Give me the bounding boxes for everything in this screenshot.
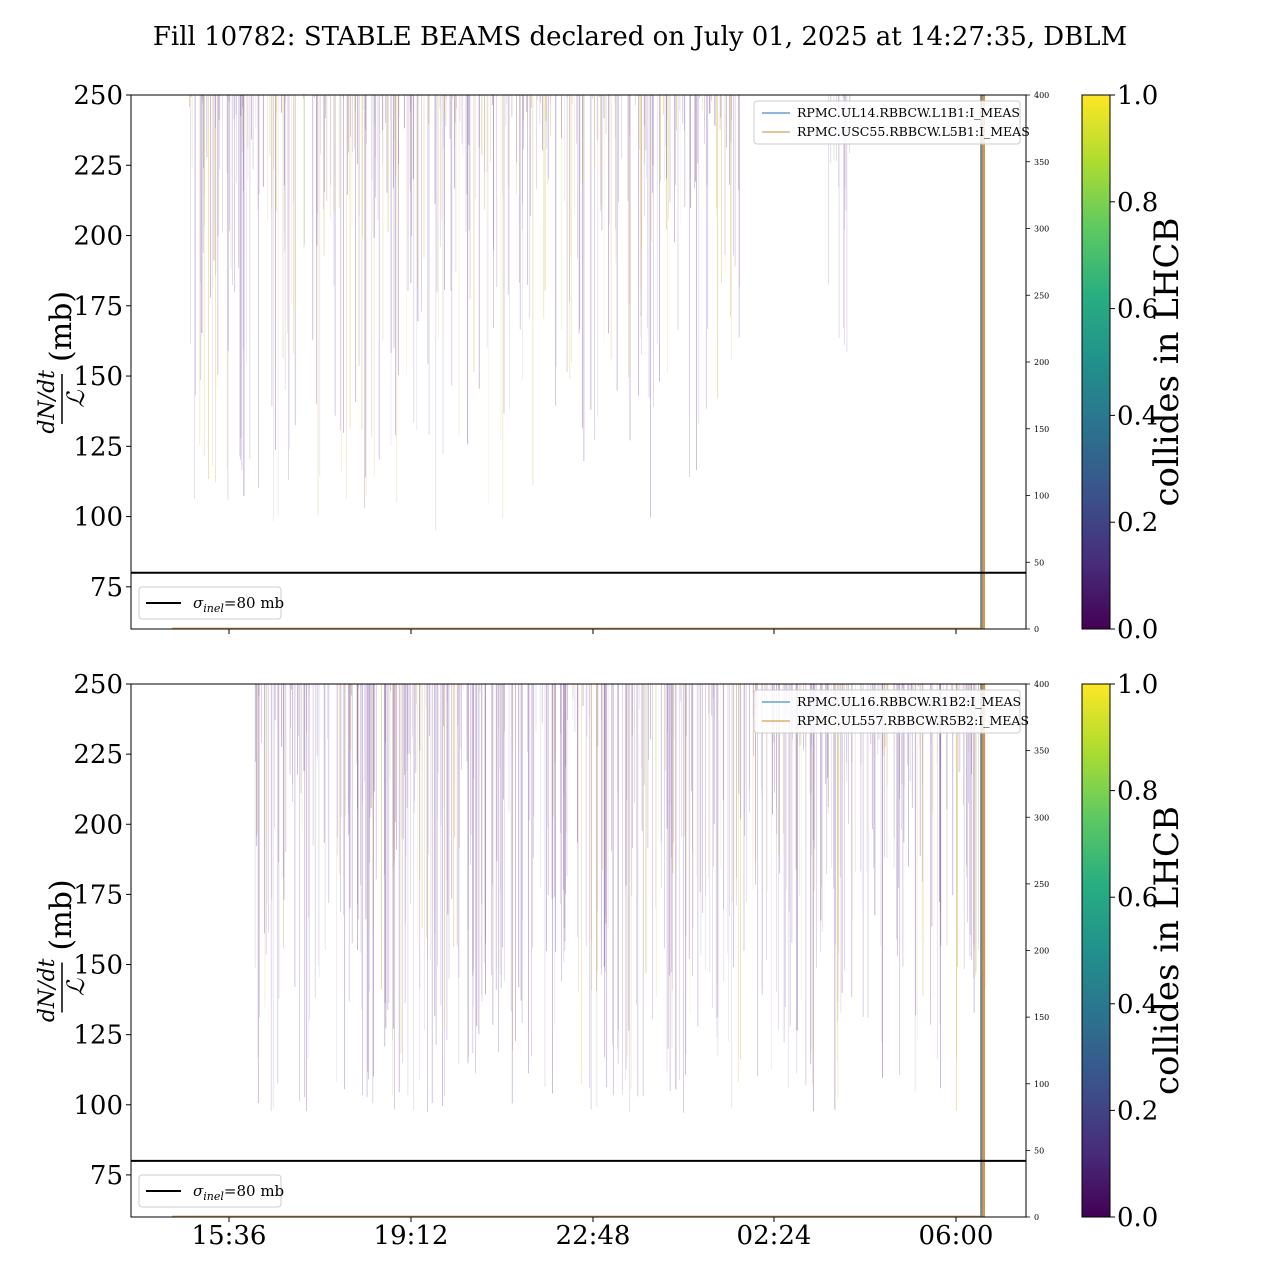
figure-title: Fill 10782: STABLE BEAMS declared on Jul… (153, 22, 1127, 52)
sigma-symbol: σ (193, 594, 204, 612)
colorbar-tick-label: 0.8 (1117, 188, 1158, 218)
ytick-label: 250 (73, 670, 123, 700)
secondary-tick-label: 100 (1034, 1080, 1049, 1089)
y-axis-label: dN/dt ℒ (mb) (35, 879, 90, 1022)
series-legend (753, 689, 1021, 734)
xtick-label: 15:36 (192, 1221, 267, 1251)
ytick-label: 225 (73, 740, 123, 770)
sigma-value: =80 mb (224, 1182, 284, 1200)
colorbar-tick-label: 0.8 (1117, 777, 1158, 807)
sigma-value: =80 mb (224, 594, 284, 612)
ytick-label: 200 (73, 810, 123, 840)
axes-frame (130, 94, 1027, 630)
secondary-tick-label: 350 (1034, 747, 1049, 756)
secondary-tick-label: 300 (1034, 225, 1049, 234)
y-axis-label-numerator: dN/dt (35, 958, 60, 1022)
secondary-tick-label: 150 (1034, 1013, 1049, 1022)
ytick-label: 125 (73, 1021, 123, 1051)
ytick-label: 75 (90, 1161, 123, 1191)
ytick-label: 175 (73, 880, 123, 910)
secondary-tick-label: 0 (1034, 1213, 1039, 1222)
ytick-label: 125 (73, 432, 123, 462)
ytick-label: 100 (73, 1091, 123, 1121)
colorbar (1082, 684, 1110, 1217)
secondary-tick-label: 0 (1034, 625, 1039, 634)
reference-legend (138, 586, 282, 620)
series-ramp-band (980, 95, 985, 629)
colorbar-tick-label: 0.0 (1117, 1203, 1158, 1233)
colorbar-tick-label: 0.4 (1117, 990, 1158, 1020)
legend-label-series-2: RPMC.UL557.RBBCW.R5B2:I_MEAS (797, 713, 1029, 728)
colorbar-label-group: collides in LHCB (1147, 806, 1187, 1095)
xtick-label: 19:12 (374, 1221, 449, 1251)
y-axis-label-unit: (mb) (44, 879, 79, 950)
colorbar-label: collides in LHCB (1147, 806, 1187, 1095)
xtick-label: 06:00 (919, 1221, 994, 1251)
y-axis-label-numerator: dN/dt (35, 370, 60, 434)
colorbar-tick-label: 0.2 (1117, 508, 1158, 538)
reference-legend-label: σinel=80 mb (193, 1182, 284, 1203)
secondary-tick-label: 350 (1034, 158, 1049, 167)
sigma-subscript: inel (203, 602, 224, 615)
ytick-label: 75 (90, 573, 123, 603)
ytick-label: 250 (73, 81, 123, 111)
ytick-label: 150 (73, 951, 123, 981)
secondary-tick-label: 50 (1034, 1146, 1044, 1155)
secondary-tick-label: 250 (1034, 880, 1049, 889)
colorbar-tick-label: 0.4 (1117, 401, 1158, 431)
secondary-tick-label: 250 (1034, 291, 1049, 300)
y-axis-label-unit: (mb) (44, 291, 79, 362)
colorbar (1082, 95, 1110, 629)
colorbar-tick-label: 0.2 (1117, 1096, 1158, 1126)
secondary-tick-label: 300 (1034, 813, 1049, 822)
series-ramp-band (980, 684, 985, 1217)
reference-legend (138, 1174, 282, 1208)
colorbar-tick-label: 0.6 (1117, 883, 1158, 913)
colorbar-label-group: collides in LHCB (1147, 217, 1187, 506)
secondary-tick-label: 100 (1034, 492, 1049, 501)
xtick-label: 22:48 (556, 1221, 631, 1251)
ytick-label: 150 (73, 362, 123, 392)
ytick-label: 200 (73, 222, 123, 252)
y-axis-label-denominator: ℒ (62, 978, 90, 996)
loss-spikes (254, 684, 986, 1113)
secondary-tick-label: 200 (1034, 358, 1049, 367)
secondary-tick-label: 50 (1034, 558, 1044, 567)
ytick-label: 100 (73, 503, 123, 533)
legend-label-series-1: RPMC.UL16.RBBCW.R1B2:I_MEAS (797, 694, 1021, 709)
colorbar-label: collides in LHCB (1147, 217, 1187, 506)
secondary-tick-label: 200 (1034, 947, 1049, 956)
colorbar-tick-label: 1.0 (1117, 670, 1158, 700)
colorbar-tick-label: 0.6 (1117, 295, 1158, 325)
colorbar-frame (1081, 683, 1111, 1218)
sigma-symbol: σ (193, 1182, 204, 1200)
reference-legend-label: σinel=80 mb (193, 594, 284, 615)
secondary-tick-label: 400 (1034, 91, 1049, 100)
colorbar-tick-label: 0.0 (1117, 615, 1158, 645)
secondary-tick-label: 400 (1034, 680, 1049, 689)
colorbar-tick-label: 1.0 (1117, 81, 1158, 111)
y-axis-label-denominator: ℒ (62, 390, 90, 408)
loss-spikes (189, 95, 851, 531)
y-axis-label: dN/dt ℒ (mb) (35, 291, 90, 434)
secondary-tick-label: 150 (1034, 425, 1049, 434)
legend-label-series-2: RPMC.USC55.RBBCW.L5B1:I_MEAS (797, 124, 1030, 139)
colorbar-frame (1081, 94, 1111, 630)
ytick-label: 225 (73, 151, 123, 181)
legend-label-series-1: RPMC.UL14.RBBCW.L1B1:I_MEAS (797, 105, 1020, 120)
xtick-label: 02:24 (737, 1221, 812, 1251)
sigma-subscript: inel (203, 1190, 224, 1203)
series-legend (753, 100, 1021, 145)
top-panel: 75 100 125 150 175 200 225 250 0 50 100 150 200 250 30… (35, 81, 1187, 645)
ytick-label: 175 (73, 292, 123, 322)
